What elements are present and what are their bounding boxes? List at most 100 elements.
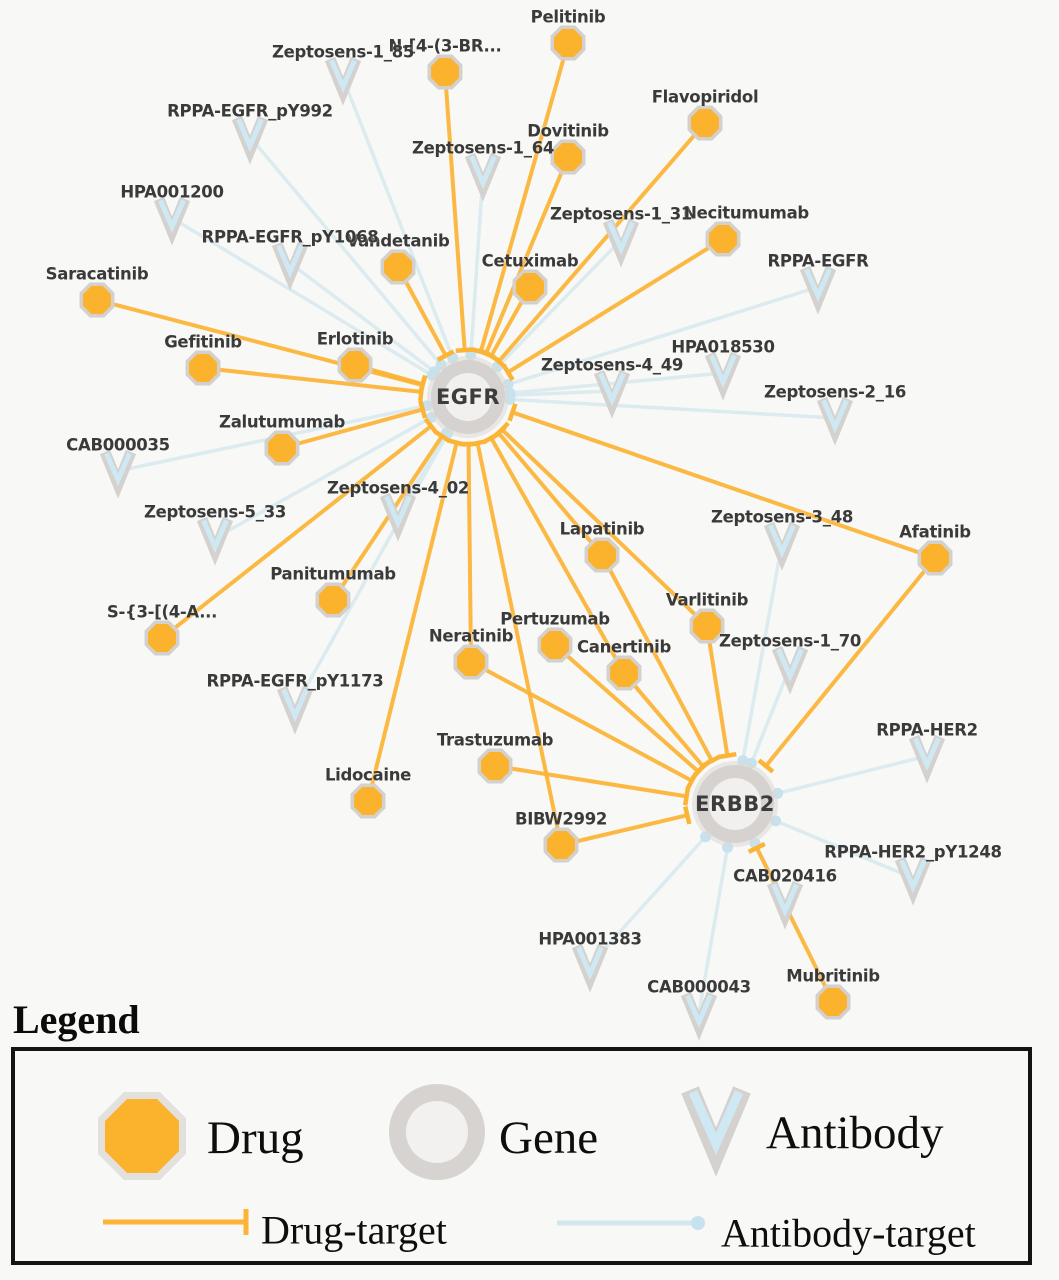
- antibody-node-zeptosens-5-33: [196, 516, 234, 566]
- antibody-node-zeptosens-3-48: [763, 521, 801, 571]
- drug-target-edge-pertuzumab-erbb2: [553, 643, 700, 774]
- antibody-node-cab020416: [766, 880, 804, 930]
- drug-target-edge-varlitinib-erbb2: [705, 625, 730, 756]
- edge-tee-zalutumumab-egfr: [418, 400, 428, 419]
- drug-node-afatinib: [917, 540, 953, 576]
- edge-tee-bibw2992-erbb2: [683, 805, 692, 825]
- drug-node-necitumumab: [705, 221, 741, 257]
- antibody-node-zeptosens-1-85: [324, 56, 362, 106]
- drug-node-varlitinib: [689, 608, 725, 644]
- antibody-target-dot-line-icon: [557, 1216, 705, 1230]
- antibody-target-edges: [117, 77, 928, 1014]
- antibody-target-edge-hpa001200: [171, 216, 433, 377]
- drug-target-edge-neratinib-erbb2: [470, 660, 693, 783]
- legend-label-drug-target: Drug-target: [261, 1207, 447, 1253]
- drug-node-lapatinib: [584, 537, 620, 573]
- drug-node-vandetanib: [380, 249, 416, 285]
- antibody-node-rppa-egfr-py992: [231, 115, 269, 165]
- drug-target-edge-canertinib-egfr: [489, 436, 626, 674]
- gene-circle-icon: [389, 1084, 485, 1180]
- antibody-node-hpa018530: [704, 351, 742, 401]
- antibody-target-edge-rppa-egfr-py1068: [288, 261, 436, 374]
- drug-target-edge-afatinib-erbb2: [764, 556, 937, 768]
- drug-node-mubritinib: [815, 984, 851, 1020]
- edge-tee-lidocaine-egfr: [447, 438, 466, 447]
- antibody-node-zeptosens-1-70: [771, 645, 809, 695]
- drug-target-edge-neratinib-egfr: [466, 443, 473, 663]
- legend-title: Legend: [13, 997, 140, 1042]
- drug-node-cetuximab: [512, 269, 548, 305]
- antibody-target-edge-hpa001383: [588, 835, 707, 967]
- drug-target-edge-bibw2992-egfr: [475, 442, 563, 846]
- drug-node-zalutumumab: [264, 430, 300, 466]
- antibody-node-rppa-egfr-py1068: [271, 241, 309, 291]
- drug-node-pertuzumab: [537, 627, 573, 663]
- legend-label-drug: Drug: [207, 1112, 304, 1164]
- drug-target-tee-line-icon: [103, 1209, 249, 1235]
- legend-label-gene: Gene: [499, 1112, 599, 1164]
- edge-tee-vandetanib-egfr: [436, 349, 455, 362]
- drug-target-edge-bibw2992-erbb2: [560, 813, 688, 847]
- drug-target-edge-afatinib-egfr: [511, 410, 936, 560]
- drug-target-edge-canertinib-erbb2: [622, 671, 705, 768]
- drug-target-edge-s-3-4-a-egfr: [160, 424, 433, 640]
- edge-tee-bibw2992-egfr: [468, 438, 487, 448]
- drug-node-n-4-3-br: [427, 54, 463, 90]
- drug-target-edge-trastuzumab-erbb2: [494, 764, 687, 799]
- drug-target-edge-pelitinib-egfr: [478, 42, 570, 353]
- drug-target-edge-necitumumab-egfr: [506, 237, 725, 374]
- antibody-node-cab000035: [99, 449, 137, 499]
- edge-tee-necitumumab-egfr: [501, 363, 515, 382]
- antibody-target-edge-zeptosens-1-64: [469, 173, 485, 356]
- antibody-target-edge-zeptosens-1-31: [496, 238, 623, 369]
- drug-node-bibw2992: [543, 827, 579, 863]
- antibody-target-edge-zeptosens-4-49: [509, 389, 613, 398]
- antibody-chevron-icon: [681, 1086, 751, 1177]
- edge-tee-n-4-3-br-egfr: [455, 347, 474, 353]
- antibody-node-zeptosens-4-49: [593, 369, 631, 419]
- drug-target-edge-varlitinib-egfr: [500, 428, 709, 628]
- antibody-node-hpa001200: [153, 196, 191, 246]
- drug-target-edge-lidocaine-egfr: [366, 442, 459, 802]
- drug-target-edge-flavopiridol-egfr: [497, 121, 707, 363]
- antibody-node-rppa-her2: [908, 734, 946, 784]
- edge-tee-varlitinib-erbb2: [718, 751, 737, 760]
- node-glyphs: [79, 25, 953, 1041]
- antibody-node-zeptosens-4-02: [379, 492, 417, 542]
- antibody-node-hpa001383: [571, 943, 609, 993]
- edge-tee-afatinib-egfr: [507, 403, 518, 422]
- antibody-node-rppa-her2-py1248: [894, 856, 932, 906]
- gene-node-egfr: [427, 356, 509, 438]
- antibody-target-edge-zeptosens-1-85: [341, 77, 455, 359]
- antibody-target-edge-rppa-egfr-py1173: [293, 432, 450, 708]
- drug-node-flavopiridol: [687, 105, 723, 141]
- gene-node-erbb2: [692, 761, 778, 847]
- edge-tee-afatinib-erbb2: [757, 758, 775, 774]
- antibody-node-rppa-egfr: [799, 265, 837, 315]
- antibody-target-edge-zeptosens-3-48: [741, 542, 784, 762]
- antibody-target-edge-zeptosens-1-70: [749, 666, 792, 764]
- drug-node-erlotinib: [337, 347, 373, 383]
- drug-target-edge-lapatinib-egfr: [496, 431, 604, 557]
- legend-label-antibody-target: Antibody-target: [721, 1210, 976, 1256]
- drug-node-trastuzumab: [477, 748, 513, 784]
- antibody-target-edge-cab000043: [697, 847, 730, 1014]
- drug-node-pelitinib: [550, 25, 586, 61]
- drug-node-dovitinib: [550, 139, 586, 175]
- antibody-target-edge-rppa-egfr: [507, 285, 819, 387]
- drug-target-edge-n-4-3-br-egfr: [443, 71, 467, 351]
- drug-node-saracatinib: [79, 282, 115, 318]
- legend-label-antibody: Antibody: [766, 1107, 944, 1159]
- antibody-node-zeptosens-1-64: [464, 152, 502, 202]
- antibody-node-zeptosens-2-16: [816, 396, 854, 446]
- edge-tee-pertuzumab-erbb2: [690, 763, 706, 780]
- drug-target-edge-lapatinib-erbb2: [600, 554, 714, 762]
- drug-target-edge-dovitinib-egfr: [484, 156, 570, 355]
- edge-tee-s-3-4-a-egfr: [423, 417, 439, 435]
- antibody-target-edge-zeptosens-5-33: [214, 415, 433, 540]
- drug-target-edge-mubritinib-erbb2: [754, 847, 835, 1003]
- edge-tee-trastuzumab-erbb2: [682, 787, 691, 806]
